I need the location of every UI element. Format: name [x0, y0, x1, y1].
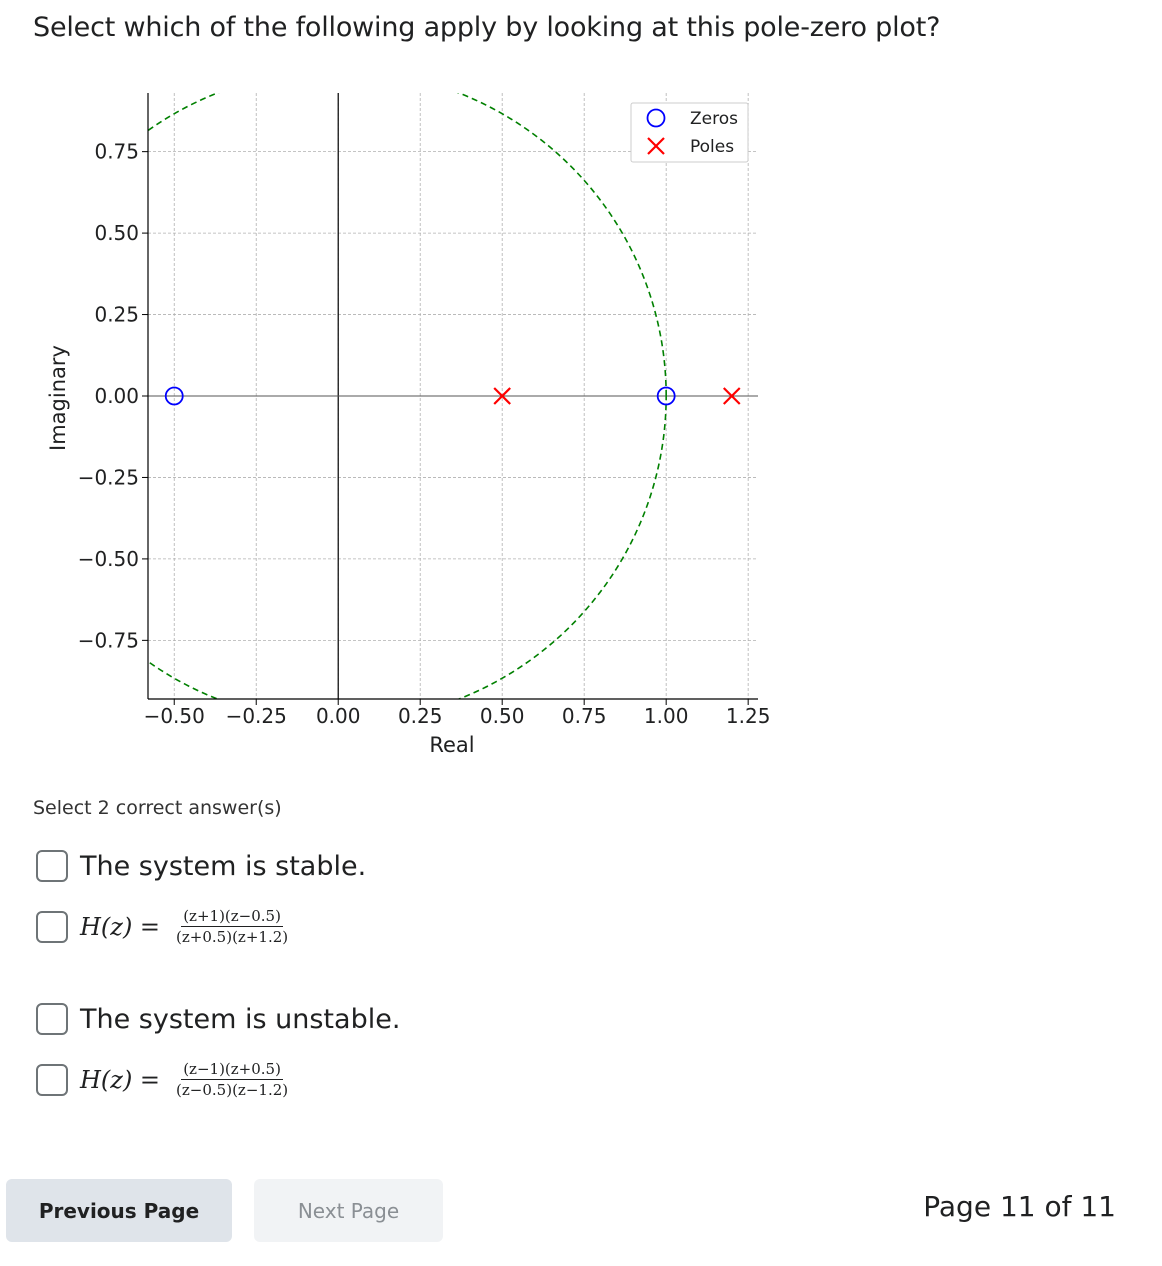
y-tick-label: 0.00: [94, 384, 139, 408]
select-hint: Select 2 correct answer(s): [33, 797, 282, 819]
x-axis-label: Real: [429, 733, 474, 757]
page-indicator: Page 11 of 11: [923, 1190, 1116, 1223]
x-tick-label: −0.50: [144, 704, 205, 728]
answer-option-transfer-function-2[interactable]: H(z) = (z−1)(z+0.5) (z−0.5)(z−1.2): [36, 1060, 290, 1099]
x-tick-label: 0.25: [398, 704, 443, 728]
transfer-function-lhs: H(z) =: [80, 912, 161, 941]
checkbox[interactable]: [36, 1003, 68, 1035]
x-tick-label: −0.25: [226, 704, 287, 728]
answer-option-stable[interactable]: The system is stable.: [36, 850, 366, 882]
numerator: (z−1)(z+0.5): [181, 1060, 283, 1080]
x-tick-label: 0.00: [316, 704, 361, 728]
checkbox[interactable]: [36, 910, 68, 943]
question-text: Select which of the following apply by l…: [33, 12, 941, 43]
zero-marker: [656, 386, 676, 406]
previous-page-button[interactable]: Previous Page: [6, 1179, 232, 1242]
numerator: (z+1)(z−0.5): [181, 907, 283, 927]
legend: Zeros Poles: [630, 102, 749, 163]
y-tick-label: 0.75: [94, 140, 139, 164]
denominator: (z−0.5)(z−1.2): [176, 1081, 289, 1099]
x-tick-label: 1.25: [726, 704, 771, 728]
transfer-function: H(z) = (z−1)(z+0.5) (z−0.5)(z−1.2): [80, 1060, 290, 1099]
option-label: The system is unstable.: [80, 1003, 401, 1035]
checkbox[interactable]: [36, 1063, 68, 1096]
legend-label-zeros: Zeros: [690, 109, 738, 129]
y-tick-label: 0.25: [94, 303, 139, 327]
x-ticks: −0.50 −0.25 0.00 0.25 0.50 0.75 1.00 1.25: [144, 699, 771, 728]
checkbox[interactable]: [36, 850, 68, 882]
zero-marker: [164, 386, 184, 406]
y-tick-label: −0.75: [78, 628, 139, 652]
transfer-function: H(z) = (z+1)(z−0.5) (z+0.5)(z+1.2): [80, 907, 290, 946]
pole-zero-plot: −0.50 −0.25 0.00 0.25 0.50 0.75 1.00 1.25 0.750…: [46, 93, 771, 757]
answer-option-transfer-function-1[interactable]: H(z) = (z+1)(z−0.5) (z+0.5)(z+1.2): [36, 907, 290, 946]
legend-zero-marker: [646, 108, 666, 128]
y-axis-label: Imaginary: [46, 345, 70, 451]
x-tick-label: 0.50: [480, 704, 525, 728]
x-tick-label: 0.75: [562, 704, 607, 728]
legend-pole-marker: [647, 137, 665, 155]
denominator: (z+0.5)(z+1.2): [176, 928, 289, 946]
axis-lines: [148, 93, 758, 699]
y-tick-label: −0.25: [78, 465, 139, 489]
legend-label-poles: Poles: [690, 137, 734, 157]
answer-option-unstable[interactable]: The system is unstable.: [36, 1003, 400, 1035]
y-tick-label: 0.50: [94, 221, 139, 245]
pole-marker: [722, 387, 741, 405]
x-tick-label: 1.00: [644, 704, 689, 728]
option-label: The system is stable.: [80, 850, 367, 882]
markers: [164, 386, 741, 406]
y-tick-label: −0.50: [78, 547, 139, 571]
pole-marker: [493, 387, 511, 405]
next-page-button[interactable]: Next Page: [254, 1179, 443, 1242]
y-ticks: 0.75 0.50 0.25 0.00 −0.25 −0.50 −0.75: [78, 140, 148, 652]
transfer-function-lhs: H(z) =: [80, 1065, 161, 1094]
